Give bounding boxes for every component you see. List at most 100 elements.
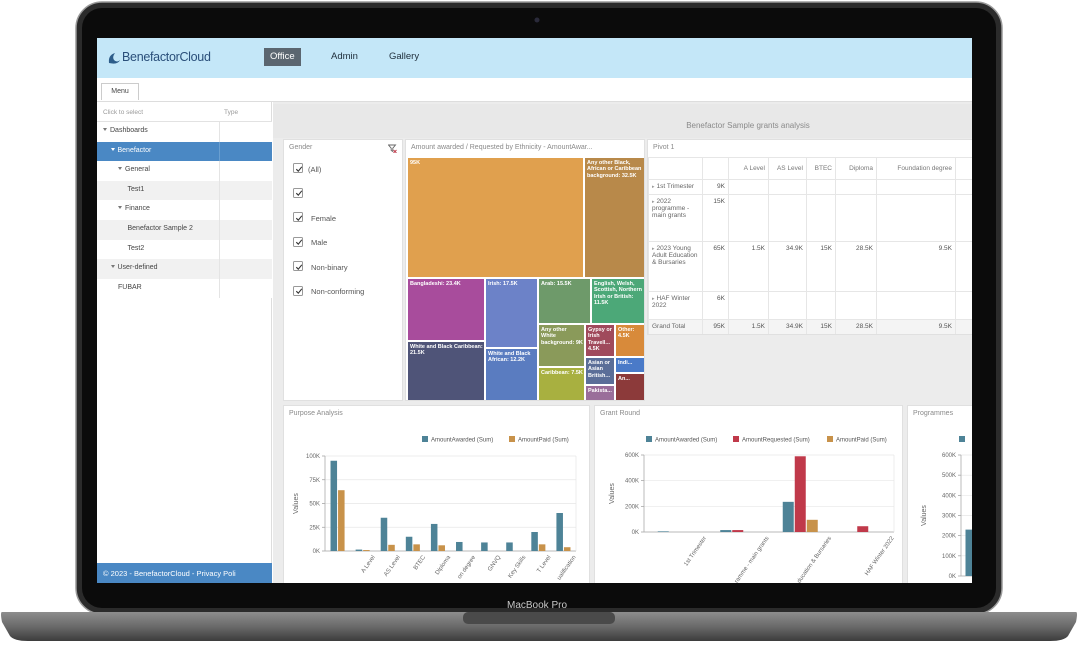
pivot-cell: 9K (702, 179, 729, 195)
tree-row[interactable]: General (97, 161, 272, 181)
tree-row[interactable]: Finance (97, 200, 272, 220)
treemap-title: Amount awarded / Requested by Ethnicity … (411, 144, 593, 151)
treemap-label: Any other White background: 9K (541, 327, 583, 346)
checkbox[interactable] (293, 261, 303, 271)
checkmark (295, 239, 302, 246)
checkbox[interactable] (293, 187, 303, 198)
pivot-column-header: Diploma (835, 157, 877, 180)
pivot-cell (876, 291, 956, 320)
chart: 0K 200K 400K 600K Values 1st Trimester ramme -… (609, 436, 896, 583)
pivot-cell: 34.9K (768, 241, 807, 292)
pivot-cell (728, 194, 769, 242)
tree-arrow (118, 206, 122, 210)
treemap-cell[interactable]: Irish: 17.5K (485, 278, 538, 348)
pivot-cell: 15K (806, 319, 836, 334)
chart-panel: Grant Round 0K 200K 400K 600K Values 1st Trime… (594, 405, 903, 583)
treemap-cell[interactable]: Indi... (615, 357, 644, 373)
treemap-cell[interactable]: 95K (407, 157, 584, 278)
y-tick-label: 75K (309, 478, 320, 484)
tree-label: Test2 (127, 244, 145, 252)
pivot-panel: Pivot 1 A Level AS Level BTEC Diploma Foundat… (647, 139, 972, 335)
x-tick-label: ramme - main grants (734, 536, 771, 583)
tree-row[interactable]: FUBAR (97, 278, 272, 299)
treemap-cell[interactable]: Other: 4.5K (615, 324, 644, 357)
checkbox[interactable] (293, 212, 303, 222)
tree-row[interactable]: User-defined (97, 259, 272, 279)
checkmark (295, 263, 302, 270)
y-tick-label: 100K (942, 554, 956, 560)
filter-option[interactable]: (All) (308, 164, 322, 174)
tree-row[interactable]: Test1 (97, 180, 272, 201)
nav-item[interactable]: Gallery (389, 51, 420, 62)
bar (338, 490, 345, 551)
chart-title: Programmes (913, 410, 954, 417)
y-tick-label: 600K (625, 453, 639, 459)
treemap-label: Indi... (618, 360, 633, 366)
treemap-label: Gypsy or Irish Travell... 4.5K (588, 327, 612, 352)
checkbox[interactable] (293, 236, 303, 247)
tree-label: Benefactor (117, 146, 152, 154)
menu-tab[interactable]: Menu (101, 83, 139, 100)
pivot-cell (876, 179, 956, 195)
sidebar: Click to select Type Dashboards Benefactor G… (97, 102, 272, 583)
checkbox[interactable] (293, 285, 303, 296)
tree-row[interactable]: Test2 (97, 239, 272, 260)
pivot-cell (876, 194, 956, 242)
filter-option[interactable]: Female (311, 213, 337, 223)
bar (965, 529, 972, 576)
chart-title: Purpose Analysis (289, 410, 343, 417)
treemap-cell[interactable]: White and Black African: 12.2K (485, 348, 538, 400)
bar (481, 542, 488, 551)
treemap-panel: Amount awarded / Requested by Ethnicity … (405, 139, 645, 401)
filter-option[interactable]: Non-binary (311, 262, 348, 272)
nav-item[interactable]: Office (264, 48, 301, 66)
pivot-row: ▸ 2022 programme - main grants 15K (648, 194, 972, 242)
type-divider (219, 220, 220, 240)
bar (720, 530, 732, 532)
treemap-cell[interactable]: White and Black Caribbean: 21.5K (407, 341, 485, 400)
filter-option[interactable]: Non-conforming (311, 287, 365, 296)
tree-row[interactable]: Dashboards (97, 122, 272, 142)
expand-arrow: ▸ (652, 296, 655, 302)
treemap-cell[interactable]: Arab: 15.5K (538, 278, 591, 324)
treemap-cell[interactable]: Asian or Asian British... (585, 357, 615, 385)
y-axis-label: Values (293, 493, 300, 514)
checkbox[interactable] (293, 163, 303, 173)
pivot-column-header: A Level (728, 157, 769, 180)
pivot-cell: 28.5K (835, 319, 877, 334)
tree-arrow (110, 265, 115, 269)
pivot-row-label: ▸ HAF Winter 2022 (648, 291, 703, 320)
treemap-cell[interactable]: Pakista... (585, 385, 615, 400)
treemap-cell[interactable]: Any other Black, African or Caribbean ba… (584, 157, 644, 278)
tree-arrow (118, 167, 122, 171)
y-tick-label: 500K (942, 473, 956, 479)
treemap-label: Any other Black, African or Caribbean ba… (587, 160, 642, 179)
pivot-cell (768, 179, 807, 195)
filter-option[interactable]: Male (311, 238, 328, 247)
y-tick-label: 200K (942, 534, 956, 540)
treemap-label: Caribbean: 7.5K (541, 370, 583, 376)
treemap-cell[interactable]: Gypsy or Irish Travell... 4.5K (585, 324, 615, 357)
pivot-row-label: Grand Total (648, 319, 703, 334)
row-label-text: 1st Trimester (656, 183, 695, 190)
pivot-cell: 6K (702, 291, 729, 320)
treemap-cell[interactable]: An... (615, 373, 644, 400)
pivot-column-header (648, 157, 703, 180)
pivot-cell (835, 179, 877, 195)
checkmark-path (295, 239, 302, 246)
treemap-cell[interactable]: Caribbean: 7.5K (538, 367, 585, 400)
type-divider (219, 180, 220, 201)
tree-row[interactable]: Benefactor Sample 2 (97, 220, 272, 240)
bar (413, 544, 420, 551)
sidebar-column: Type (224, 109, 239, 116)
pivot-cell (768, 291, 807, 320)
tree-row[interactable]: Benefactor (97, 141, 272, 162)
nav-item[interactable]: Admin (331, 51, 358, 62)
pivot-table: A Level AS Level BTEC Diploma Foundation deg… (648, 157, 972, 334)
legend-label: AmountPaid (Sum) (836, 438, 887, 444)
treemap-cell[interactable]: English, Welsh, Scottish, Northern Irish… (591, 278, 644, 324)
legend-swatch (959, 436, 965, 442)
treemap-cell[interactable]: Any other White background: 9K (538, 324, 585, 367)
treemap-cell[interactable]: Bangladeshi: 23.4K (407, 278, 485, 341)
pivot-column-header: Foundation degree (876, 157, 956, 180)
